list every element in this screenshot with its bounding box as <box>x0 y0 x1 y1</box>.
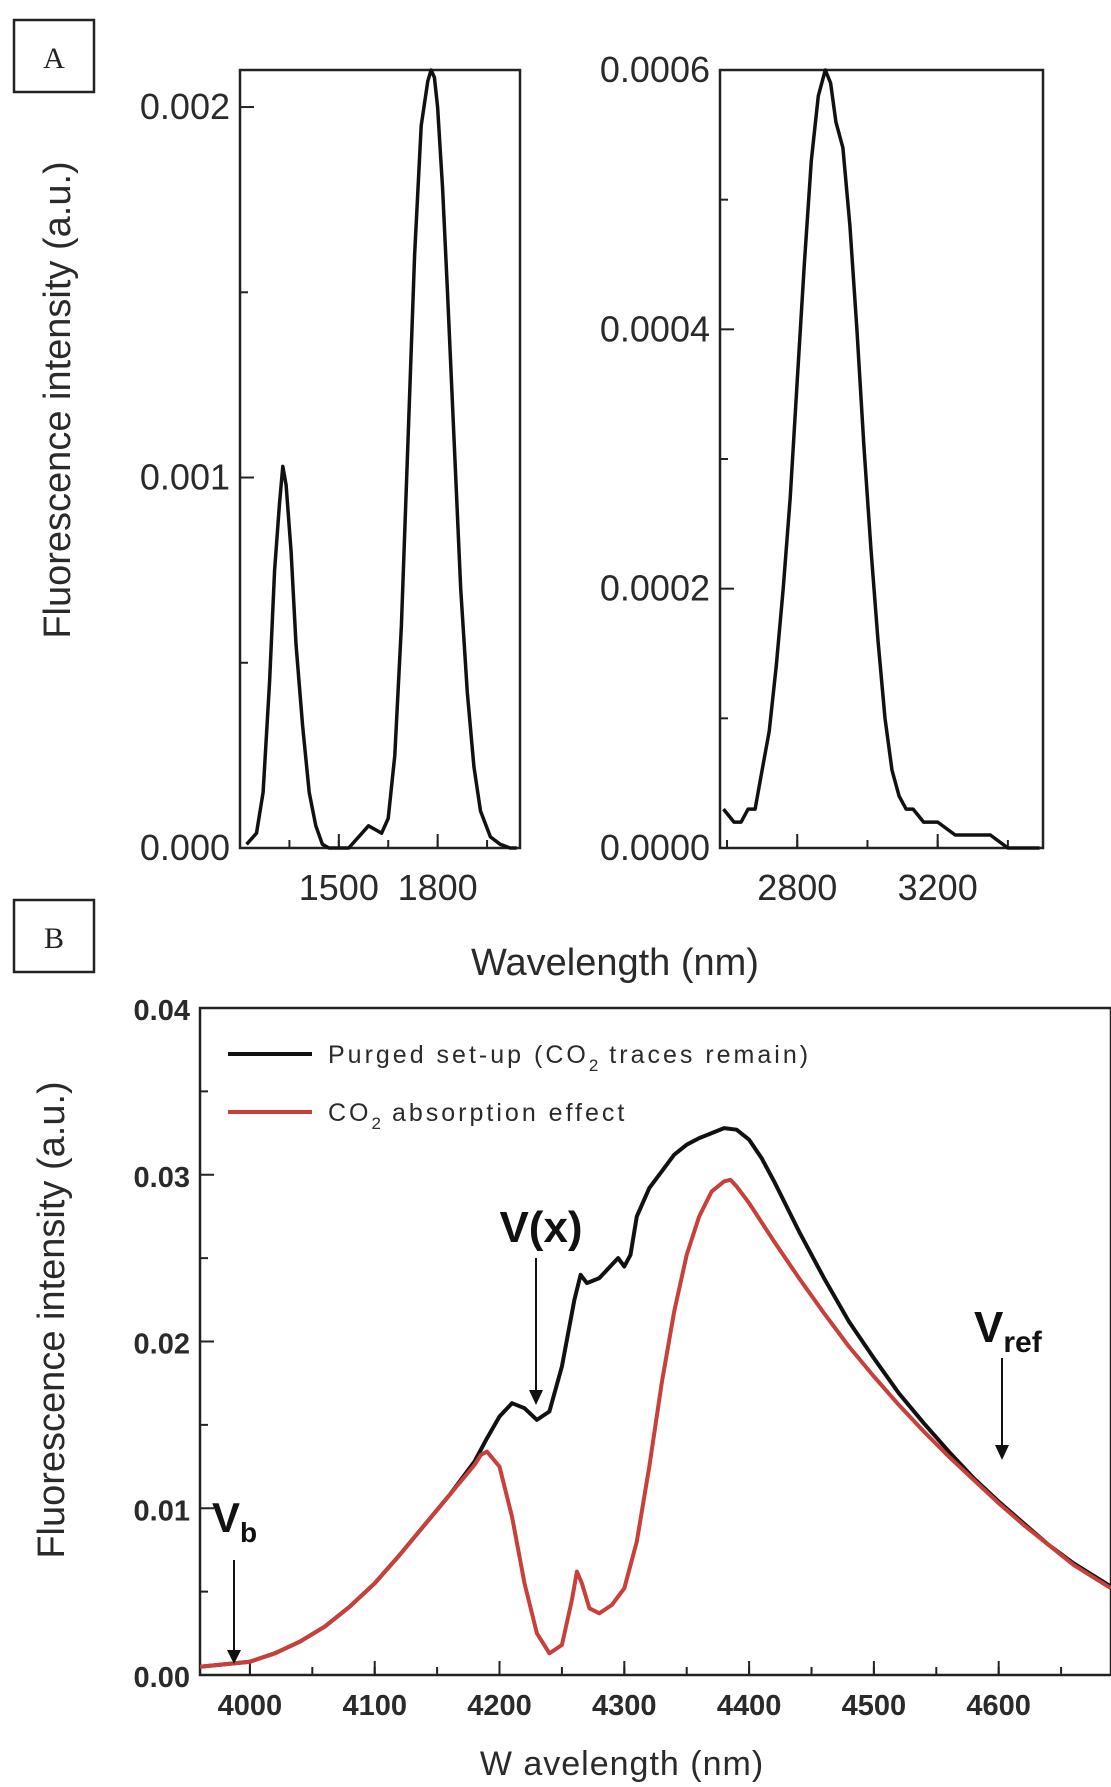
panel-b-series-line-1 <box>199 1177 1111 1669</box>
panel-b-label-box <box>12 898 96 974</box>
panel-a-left-x-tick-label: 1800 <box>398 867 478 908</box>
panel-b-x-tick-label: 4200 <box>467 1690 532 1722</box>
annotation-vref-main: V <box>974 1303 1004 1352</box>
panel-b-y-tick-label: 0.02 <box>134 1329 190 1361</box>
panel-b-x-tick-label: 4300 <box>592 1690 657 1722</box>
panel-a-x-axis-title: Wavelength (nm) <box>471 942 759 984</box>
legend-co2-part2: absorption effect <box>392 1099 627 1127</box>
panel-a-y-axis-title: Fluorescence intensity (a.u.) <box>37 161 79 638</box>
panel-b-y-tick-label: 0.04 <box>134 995 190 1027</box>
legend: Purged set-up (CO2 traces remain) CO2 abso… <box>228 1041 811 1133</box>
panel-a-right-y-tick-label: 0.0000 <box>600 827 710 868</box>
panel-a-left-y-tick-label: 0.002 <box>140 86 230 127</box>
legend-purged-part1: Purged set-up (CO <box>328 1041 589 1069</box>
panel-b-label: B <box>44 922 64 955</box>
annotation-vb-subscript: b <box>240 1517 257 1548</box>
legend-label-purged: Purged set-up (CO2 traces remain) <box>328 1041 811 1075</box>
panel-a-right-y-tick-label: 0.0002 <box>600 568 710 609</box>
panel-a-left-y-tick-label: 0.000 <box>140 827 230 868</box>
annotation-vref-arrowhead <box>995 1445 1009 1460</box>
annotation-vref-label: Vref <box>974 1303 1043 1359</box>
annotation-vx-arrowhead <box>529 1390 543 1405</box>
legend-co2-part1: CO <box>328 1099 372 1127</box>
annotation-vref-subscript: ref <box>1003 1326 1042 1359</box>
panel-a-right-x-tick-label: 3200 <box>898 867 978 908</box>
legend-purged-part2: traces remain) <box>609 1041 811 1069</box>
panel-a-right-x-tick-label: 2800 <box>757 867 837 908</box>
annotation-vx: V(x) <box>499 1203 583 1405</box>
panel-a-left-y-tick-label: 0.001 <box>140 457 230 498</box>
annotation-vb: Vb <box>212 1494 257 1664</box>
panel-a-right-series-line-0 <box>722 68 1040 850</box>
panel-a-right-y-tick-label: 0.0006 <box>600 49 710 90</box>
panel-b-y-tick-label: 0.03 <box>134 1162 190 1194</box>
annotation-vb-arrowhead <box>227 1650 241 1664</box>
panel-b-x-tick-label: 4500 <box>842 1690 907 1722</box>
panel-b-x-tick-label: 4600 <box>966 1690 1031 1722</box>
panel-a-right-y-tick-label: 0.0004 <box>600 308 710 349</box>
legend-purged-subscript: 2 <box>589 1056 601 1075</box>
legend-label-co2: CO2 absorption effect <box>328 1099 627 1133</box>
panel-a-left-plot: 0.000 0.001 0.002 1500 1800 <box>140 68 522 908</box>
annotation-vb-main: V <box>212 1494 240 1541</box>
annotation-vref: Vref <box>974 1303 1043 1460</box>
panel-b-x-tick-label: 4000 <box>218 1690 283 1722</box>
panel-a-left-x-tick-label: 1500 <box>299 867 379 908</box>
annotation-vb-label: Vb <box>212 1494 257 1548</box>
panel-b-y-tick-label: 0.00 <box>134 1662 190 1694</box>
panel-b-x-tick-label: 4400 <box>717 1690 782 1722</box>
panel-a-label: A <box>43 42 65 75</box>
panel-b-y-tick-label: 0.01 <box>134 1495 190 1527</box>
legend-co2-subscript: 2 <box>372 1114 384 1133</box>
panel-b-series-line-0 <box>199 1126 1111 1669</box>
annotation-vx-label: V(x) <box>499 1203 582 1252</box>
panel-a-label-box <box>12 18 96 94</box>
panel-b-plot: 0.00 0.01 0.02 0.03 0.04 4000 4100 4200 4300 4400… <box>134 995 1111 1722</box>
panel-b-x-axis-title: W avelength (nm) <box>480 1745 764 1783</box>
panel-a-left-series-line-0 <box>245 68 517 850</box>
panel-b-y-axis-title: Fluorescence intensity (a.u.) <box>31 1081 73 1558</box>
panel-b-x-tick-label: 4100 <box>342 1690 407 1722</box>
panel-a-left-frame <box>238 68 522 850</box>
panel-a-right-plot: 0.0000 0.0002 0.0004 0.0006 2800 3200 <box>600 49 1045 908</box>
